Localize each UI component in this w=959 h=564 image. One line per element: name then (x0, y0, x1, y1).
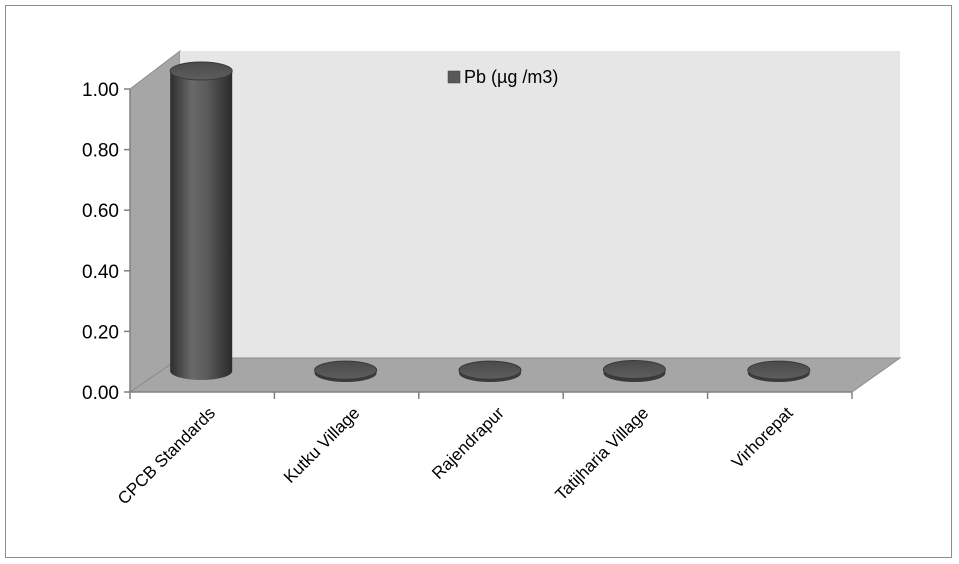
bar (602, 360, 666, 382)
bar-top (314, 360, 378, 380)
y-tick-label: 1.00 (82, 80, 119, 101)
y-tick-label: 0.60 (82, 201, 119, 222)
bar-top (747, 360, 811, 380)
bar (747, 360, 811, 382)
bar-top (458, 360, 522, 380)
bar (458, 360, 522, 382)
y-tick-label: 0.20 (82, 322, 119, 343)
legend: Pb (µg /m3) (447, 67, 558, 87)
bar-top (169, 61, 233, 81)
y-tick-label: 0.00 (82, 383, 119, 404)
category-label: Virhorepat (728, 403, 797, 472)
category-label: Tatijharia Village (551, 403, 652, 504)
bar (169, 61, 233, 380)
bar-body (170, 71, 233, 380)
back-wall (180, 51, 900, 358)
category-label: Kutku Village (280, 403, 363, 486)
y-tick-label: 0.80 (82, 141, 119, 162)
y-tick-label: 0.40 (82, 262, 119, 283)
legend-label: Pb (µg /m3) (464, 67, 558, 87)
bar-top (602, 360, 666, 379)
category-label: Rajendrapur (428, 403, 508, 483)
bar (314, 360, 378, 382)
category-label: CPCB Standards (114, 403, 219, 508)
legend-swatch (447, 70, 461, 84)
